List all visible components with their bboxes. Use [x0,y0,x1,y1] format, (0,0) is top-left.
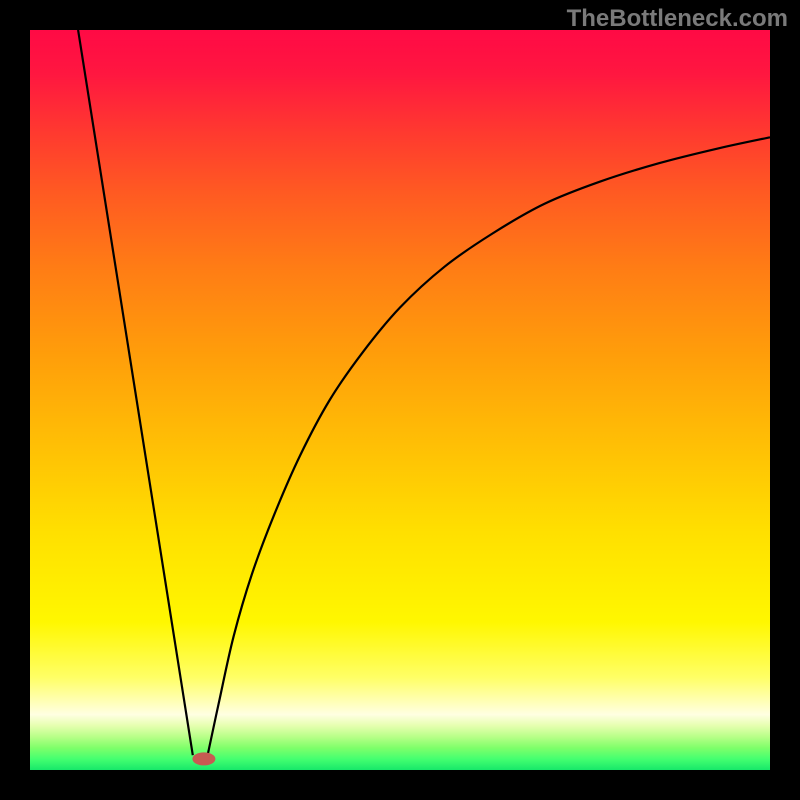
bottleneck-chart: TheBottleneck.com [0,0,800,800]
plot-background [30,30,770,770]
watermark-text: TheBottleneck.com [567,5,788,32]
optimal-marker [193,753,215,765]
